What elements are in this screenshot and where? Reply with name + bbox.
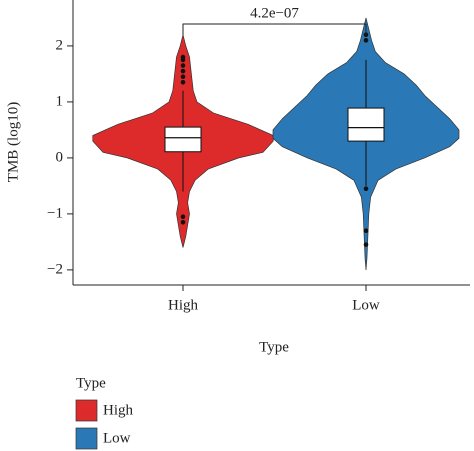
outlier: [363, 38, 369, 43]
legend-swatch: [75, 399, 98, 422]
y-tick-label: 0: [56, 149, 64, 165]
annotation-bracket: [182, 23, 367, 35]
outlier: [180, 63, 186, 68]
outlier: [363, 228, 369, 233]
outlier: [180, 214, 186, 219]
violin-half: [92, 34, 184, 248]
y-tick-label: 2: [56, 37, 64, 53]
y-axis-label: TMB (log10): [5, 102, 21, 182]
outlier: [363, 186, 369, 191]
y-tick-label: 1: [56, 93, 64, 109]
outlier: [180, 74, 186, 80]
legend-swatch: [75, 427, 98, 450]
outlier: [180, 54, 186, 60]
outlier: [180, 80, 186, 85]
outlier: [363, 242, 369, 247]
outlier: [180, 68, 186, 74]
y-tick-label: −1: [47, 205, 63, 221]
annotation: 4.2e−07: [250, 5, 299, 21]
legend-label: High: [103, 402, 134, 418]
box: [164, 126, 202, 153]
legend-title: Type: [76, 375, 106, 391]
x-tick-label: High: [168, 297, 199, 313]
box: [347, 107, 385, 142]
x-axis-label: Type: [259, 339, 289, 355]
outlier: [180, 219, 186, 225]
y-tick-label: −2: [47, 261, 63, 277]
violin-half: [365, 17, 460, 270]
violin-half: [272, 17, 367, 270]
x-tick-label: Low: [352, 297, 380, 313]
legend-label: Low: [103, 430, 131, 446]
violin-half: [182, 34, 274, 248]
